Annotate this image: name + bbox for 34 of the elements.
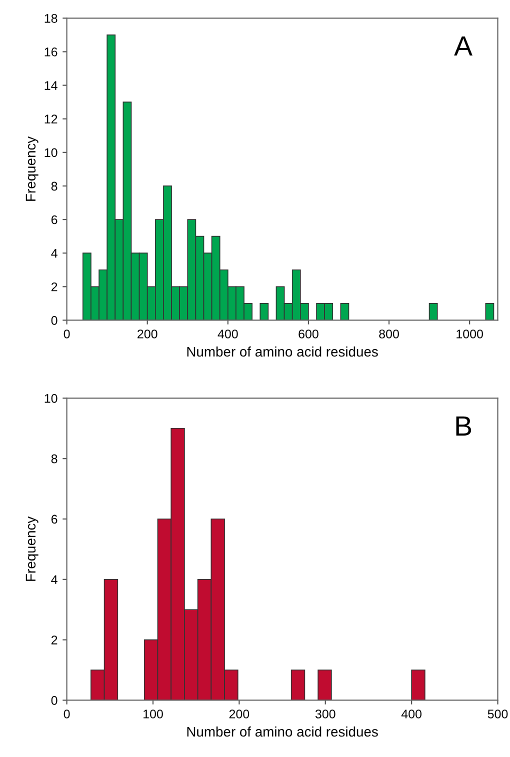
y-tick-label: 0	[51, 316, 58, 325]
y-tick-label: 10	[44, 148, 58, 158]
x-axis-title: Number of amino acid residues	[187, 726, 378, 737]
y-tick-label: 18	[44, 14, 58, 23]
x-tick-label: 600	[298, 330, 318, 338]
y-tick-label: 10	[44, 394, 58, 403]
x-axis-title: Number of amino acid residues	[187, 346, 378, 357]
x-tick-label: 500	[488, 710, 508, 718]
x-tick-label: 100	[144, 710, 163, 718]
y-tick-label: 4	[51, 249, 58, 258]
y-tick-label: 2	[51, 282, 58, 292]
y-tick-label: 6	[51, 215, 58, 224]
y-tick-label: 2	[51, 636, 58, 644]
y-tick-label: 8	[51, 454, 58, 464]
y-tick-label: 12	[44, 114, 58, 124]
x-tick-label: 300	[315, 710, 336, 718]
y-tick-label: 8	[51, 182, 58, 191]
y-tick-label: 0	[51, 696, 58, 705]
y-axis-title: Frequency	[26, 516, 38, 581]
x-tick-label: 400	[401, 710, 422, 718]
x-tick-label: 400	[218, 330, 238, 338]
y-tick-label: 16	[44, 48, 58, 56]
annotation: B	[456, 416, 472, 436]
x-tick-label: 0	[64, 710, 70, 718]
x-tick-label: 1000	[456, 330, 483, 338]
y-tick-label: 14	[44, 81, 58, 90]
x-tick-label: 0	[64, 330, 70, 338]
y-axis-title: Frequency	[26, 136, 38, 201]
x-tick-label: 200	[138, 330, 158, 338]
y-tick-label: 4	[51, 575, 58, 584]
y-tick-label: 6	[51, 514, 58, 524]
annotation: A	[454, 36, 472, 56]
x-tick-label: 200	[229, 710, 250, 718]
x-tick-label: 800	[379, 330, 399, 338]
